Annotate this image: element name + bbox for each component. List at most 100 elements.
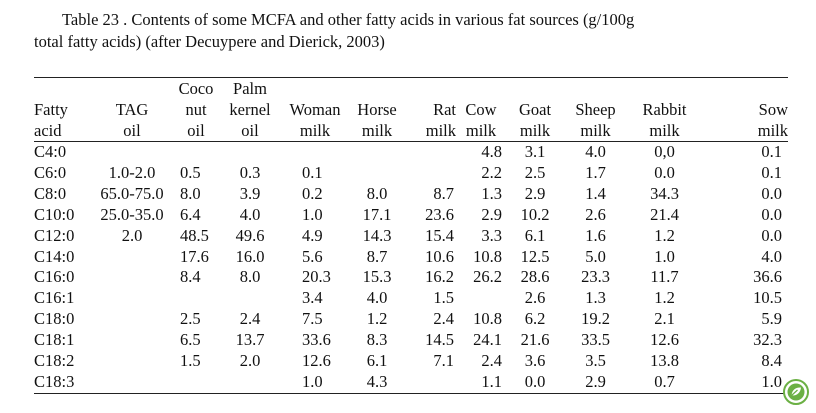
cell-palm-kernel-oil xyxy=(218,142,282,163)
cell-sheep-milk: 1.3 xyxy=(585,288,606,308)
row-label-fatty-acid: C14:0 xyxy=(34,246,75,266)
cell-sow-milk: 5.9 xyxy=(761,309,782,329)
column-header-palm-kernel-oil: Palm xyxy=(218,77,282,99)
cell-goat-milk: 2.6 xyxy=(524,288,546,308)
cell-cow-milk: 2.9 xyxy=(481,204,502,224)
cell-horse-milk: 1.2 xyxy=(366,309,388,329)
column-header-sheep-milk xyxy=(564,77,627,99)
leaf-badge-icon xyxy=(783,379,809,405)
column-header-horse-milk: milk xyxy=(348,120,406,142)
column-header-coconut-oil: Coco xyxy=(174,77,218,99)
cell-cow-milk: 4.8 xyxy=(481,142,502,161)
column-header-woman-milk: Woman xyxy=(289,100,341,119)
column-header-goat-milk: milk xyxy=(506,120,564,142)
cell-palm-kernel-oil: 8.0 xyxy=(239,267,261,287)
cell-palm-kernel-oil: 2.0 xyxy=(239,351,261,371)
cell-cow-milk: 2.2 xyxy=(481,162,502,182)
cell-coconut-oil: 2.5 xyxy=(180,309,201,329)
cell-horse-milk: 14.3 xyxy=(362,225,392,245)
cell-sheep-milk: 23.3 xyxy=(581,267,610,287)
cell-sow-milk: 1.0 xyxy=(702,371,788,394)
cell-horse-milk: 4.3 xyxy=(348,371,406,394)
cell-sheep-milk: 3.5 xyxy=(585,351,606,371)
cell-sheep-milk: 19.2 xyxy=(581,309,610,329)
cell-rat-milk xyxy=(406,142,456,163)
row-label-fatty-acid: C16:0 xyxy=(34,267,75,287)
cell-tag-oil xyxy=(90,288,174,309)
cell-goat-milk: 2.9 xyxy=(524,183,546,203)
cell-goat-milk: 12.5 xyxy=(520,246,550,266)
cell-coconut-oil: 0.5 xyxy=(180,162,201,182)
cell-rabbit-milk: 1.2 xyxy=(654,225,675,245)
cell-tag-oil: 2.0 xyxy=(121,225,143,245)
cell-rat-milk: 1.5 xyxy=(433,288,454,308)
table-row: C18:3 1.0 4.3 1.1 0.0 2.9 0.7 1.0 xyxy=(34,371,788,394)
column-header-goat-milk: Goat xyxy=(518,100,552,119)
column-header-cow-milk xyxy=(456,77,506,99)
row-label-fatty-acid: C10:0 xyxy=(34,204,75,224)
cell-woman-milk: 0.1 xyxy=(302,162,323,182)
column-header-coconut-oil: nut xyxy=(185,100,207,119)
cell-rat-milk: 7.1 xyxy=(433,351,454,371)
cell-woman-milk: 4.9 xyxy=(302,225,323,245)
cell-horse-milk xyxy=(348,163,406,184)
cell-tag-oil xyxy=(90,330,174,351)
cell-cow-milk: 1.3 xyxy=(481,183,502,203)
cell-goat-milk: 6.1 xyxy=(524,225,546,245)
row-label-fatty-acid: C16:1 xyxy=(34,288,75,308)
cell-coconut-oil xyxy=(174,371,218,394)
caption-line-1: Table 23 . Contents of some MCFA and oth… xyxy=(62,10,635,29)
cell-rat-milk: 15.4 xyxy=(425,225,454,245)
cell-sow-milk: 10.5 xyxy=(753,288,782,308)
cell-goat-milk: 28.6 xyxy=(520,267,550,287)
table-caption: Table 23 . Contents of some MCFA and oth… xyxy=(34,9,794,53)
cell-cow-milk: 10.8 xyxy=(473,309,502,329)
table-row: C6:0 1.0-2.0 0.5 0.3 0.1 2.2 2.5 1.7 0.0 0.1 xyxy=(34,163,788,184)
cell-sow-milk: 0.1 xyxy=(761,162,782,182)
fatty-acid-table: Coco Palm Fatty TAG nut kernel Woman Horse Rat Co… xyxy=(34,77,788,394)
cell-woman-milk: 0.2 xyxy=(302,183,323,203)
cell-sow-milk: 0.1 xyxy=(761,142,782,161)
cell-sheep-milk: 2.6 xyxy=(585,204,606,224)
cell-sow-milk: 0.0 xyxy=(761,183,782,203)
cell-coconut-oil xyxy=(174,142,218,163)
cell-sow-milk: 0.0 xyxy=(761,225,782,245)
cell-rat-milk: 10.6 xyxy=(425,246,454,266)
cell-palm-kernel-oil: 2.4 xyxy=(239,309,261,329)
cell-tag-oil xyxy=(90,309,174,330)
cell-horse-milk xyxy=(348,142,406,163)
header-row: Coco Palm xyxy=(34,77,788,99)
table-row: C12:0 2.0 48.5 49.6 4.9 14.3 15.4 3.3 6.1 1.6 1.2 0… xyxy=(34,226,788,247)
table-row: C16:1 3.4 4.0 1.5 2.6 1.3 1.2 10.5 xyxy=(34,288,788,309)
cell-goat-milk: 21.6 xyxy=(520,330,550,350)
cell-rabbit-milk: 0,0 xyxy=(654,142,675,161)
cell-sheep-milk: 33.5 xyxy=(581,330,610,350)
table-row: C18:2 1.5 2.0 12.6 6.1 7.1 2.4 3.6 3.5 13.8 8.4 xyxy=(34,351,788,372)
cell-tag-oil xyxy=(90,142,174,163)
column-header-rat-milk: milk xyxy=(406,120,456,142)
cell-rabbit-milk: 21.4 xyxy=(650,204,679,224)
cell-rabbit-milk: 34.3 xyxy=(650,183,679,203)
column-header-woman-milk: milk xyxy=(282,120,348,142)
cell-rabbit-milk: 12.6 xyxy=(650,330,679,350)
cell-rat-milk: 23.6 xyxy=(425,204,454,224)
cell-tag-oil: 65.0-75.0 xyxy=(100,183,164,203)
cell-cow-milk: 26.2 xyxy=(473,267,502,287)
cell-rabbit-milk: 2.1 xyxy=(654,309,675,329)
cell-palm-kernel-oil: 4.0 xyxy=(239,204,261,224)
cell-rabbit-milk: 0.0 xyxy=(654,162,675,182)
cell-goat-milk: 6.2 xyxy=(524,309,546,329)
cell-cow-milk: 2.4 xyxy=(481,351,502,371)
cell-rat-milk xyxy=(406,371,456,394)
cell-goat-milk: 3.1 xyxy=(524,142,546,161)
column-header-cow-milk: Cow xyxy=(465,100,497,119)
column-header-fatty-acid xyxy=(34,77,90,99)
column-header-tag-oil: TAG xyxy=(115,100,149,119)
cell-coconut-oil xyxy=(174,288,218,309)
cell-palm-kernel-oil: 49.6 xyxy=(235,225,265,245)
column-header-fatty-acid: Fatty xyxy=(34,100,68,119)
cell-coconut-oil: 6.4 xyxy=(180,204,201,224)
row-label-fatty-acid: C18:1 xyxy=(34,330,75,350)
cell-rat-milk: 16.2 xyxy=(425,267,454,287)
cell-rat-milk xyxy=(406,163,456,184)
